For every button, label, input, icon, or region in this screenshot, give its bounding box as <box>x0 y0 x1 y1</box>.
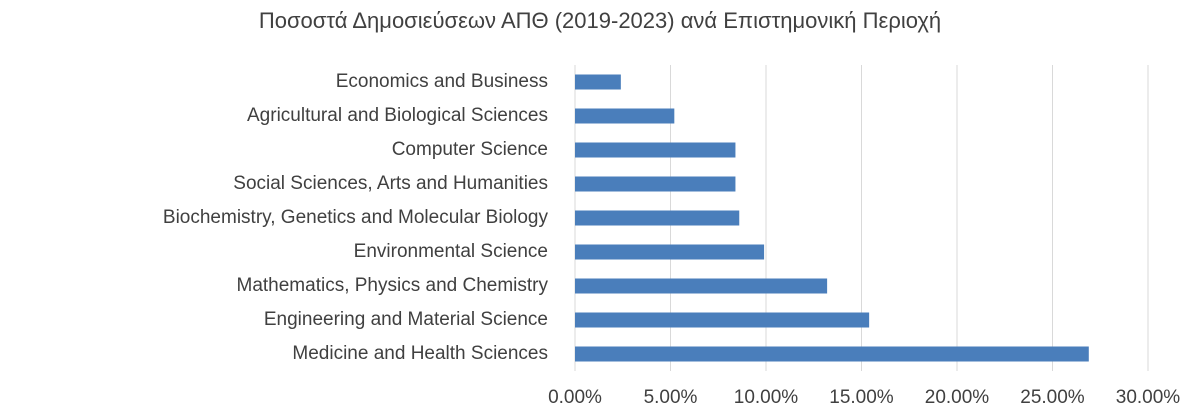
bar <box>575 142 736 158</box>
y-tick-label: Economics and Business <box>336 71 548 92</box>
y-tick-label: Social Sciences, Arts and Humanities <box>233 173 548 194</box>
x-tick-label: 30.00% <box>1116 387 1181 408</box>
bar <box>575 346 1089 362</box>
x-tick-label: 0.00% <box>548 387 602 408</box>
bar <box>575 278 828 294</box>
y-tick-label: Engineering and Material Science <box>264 309 548 330</box>
x-tick-label: 25.00% <box>1020 387 1085 408</box>
x-tick-label: 10.00% <box>734 387 799 408</box>
y-tick-label: Medicine and Health Sciences <box>292 343 548 364</box>
y-tick-label: Biochemistry, Genetics and Molecular Bio… <box>163 207 549 228</box>
bar <box>575 74 621 90</box>
bar <box>575 108 675 124</box>
bar <box>575 210 740 226</box>
y-tick-label: Computer Science <box>392 139 548 160</box>
y-tick-label: Environmental Science <box>354 241 548 262</box>
x-tick-label: 20.00% <box>925 387 990 408</box>
y-tick-label: Mathematics, Physics and Chemistry <box>237 275 549 296</box>
y-tick-label: Agricultural and Biological Sciences <box>247 105 548 126</box>
bar <box>575 176 736 192</box>
x-tick-label: 15.00% <box>829 387 894 408</box>
x-tick-label: 5.00% <box>644 387 698 408</box>
bar <box>575 312 870 328</box>
bar <box>575 244 765 260</box>
chart-title: Ποσοστά Δημοσιεύσεων ΑΠΘ (2019-2023) ανά… <box>259 8 941 33</box>
